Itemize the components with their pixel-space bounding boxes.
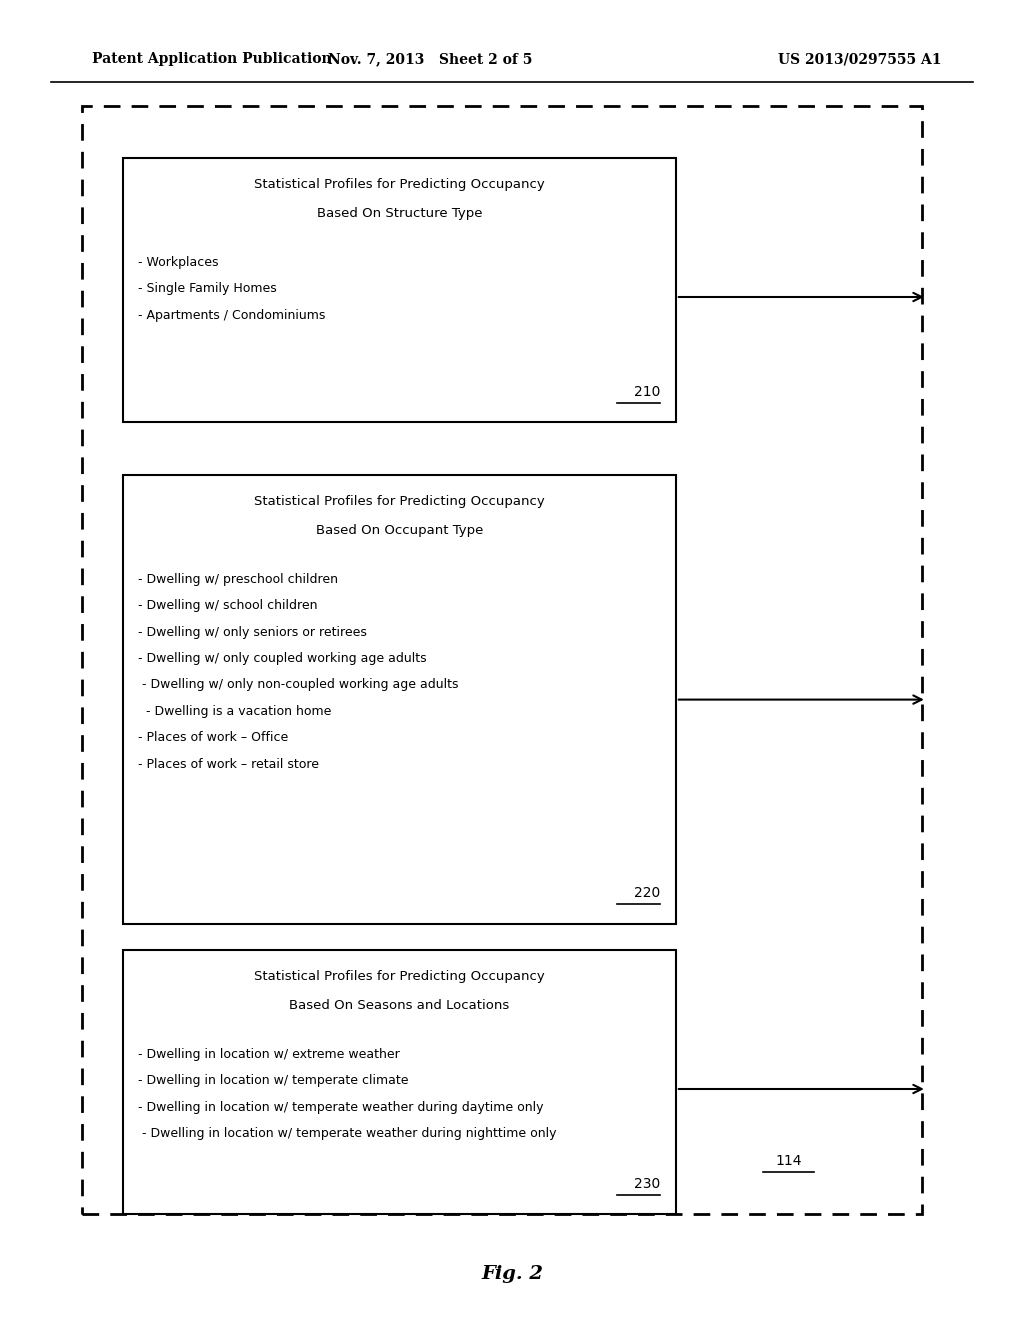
Text: - Places of work – Office: - Places of work – Office <box>138 731 289 744</box>
Text: - Dwelling w/ preschool children: - Dwelling w/ preschool children <box>138 573 338 586</box>
Text: Based On Structure Type: Based On Structure Type <box>316 207 482 220</box>
Text: - Single Family Homes: - Single Family Homes <box>138 282 276 296</box>
Text: 210: 210 <box>634 384 660 399</box>
Text: Nov. 7, 2013   Sheet 2 of 5: Nov. 7, 2013 Sheet 2 of 5 <box>328 53 532 66</box>
Bar <box>123 475 676 924</box>
Text: - Dwelling in location w/ temperate weather during nighttime only: - Dwelling in location w/ temperate weat… <box>138 1127 557 1140</box>
Bar <box>82 106 922 1214</box>
Text: 114: 114 <box>775 1154 802 1168</box>
Text: Based On Occupant Type: Based On Occupant Type <box>315 524 483 537</box>
Text: - Dwelling is a vacation home: - Dwelling is a vacation home <box>138 705 332 718</box>
Text: Patent Application Publication: Patent Application Publication <box>92 53 332 66</box>
Text: - Places of work – retail store: - Places of work – retail store <box>138 758 319 771</box>
Text: - Dwelling w/ only coupled working age adults: - Dwelling w/ only coupled working age a… <box>138 652 427 665</box>
Text: Statistical Profiles for Predicting Occupancy: Statistical Profiles for Predicting Occu… <box>254 178 545 191</box>
Text: 230: 230 <box>634 1176 660 1191</box>
Text: 220: 220 <box>634 886 660 900</box>
Text: - Dwelling w/ only seniors or retirees: - Dwelling w/ only seniors or retirees <box>138 626 368 639</box>
Bar <box>123 158 676 422</box>
Text: Statistical Profiles for Predicting Occupancy: Statistical Profiles for Predicting Occu… <box>254 970 545 983</box>
Text: Based On Seasons and Locations: Based On Seasons and Locations <box>289 999 510 1012</box>
Text: - Workplaces: - Workplaces <box>138 256 219 269</box>
Text: - Dwelling w/ school children: - Dwelling w/ school children <box>138 599 317 612</box>
Bar <box>123 950 676 1214</box>
Text: Fig. 2: Fig. 2 <box>481 1265 543 1283</box>
Text: - Apartments / Condominiums: - Apartments / Condominiums <box>138 309 326 322</box>
Text: Statistical Profiles for Predicting Occupancy: Statistical Profiles for Predicting Occu… <box>254 495 545 508</box>
Text: - Dwelling in location w/ extreme weather: - Dwelling in location w/ extreme weathe… <box>138 1048 400 1061</box>
Text: US 2013/0297555 A1: US 2013/0297555 A1 <box>778 53 942 66</box>
Text: - Dwelling in location w/ temperate weather during daytime only: - Dwelling in location w/ temperate weat… <box>138 1101 544 1114</box>
Text: - Dwelling w/ only non-coupled working age adults: - Dwelling w/ only non-coupled working a… <box>138 678 459 692</box>
Text: - Dwelling in location w/ temperate climate: - Dwelling in location w/ temperate clim… <box>138 1074 409 1088</box>
